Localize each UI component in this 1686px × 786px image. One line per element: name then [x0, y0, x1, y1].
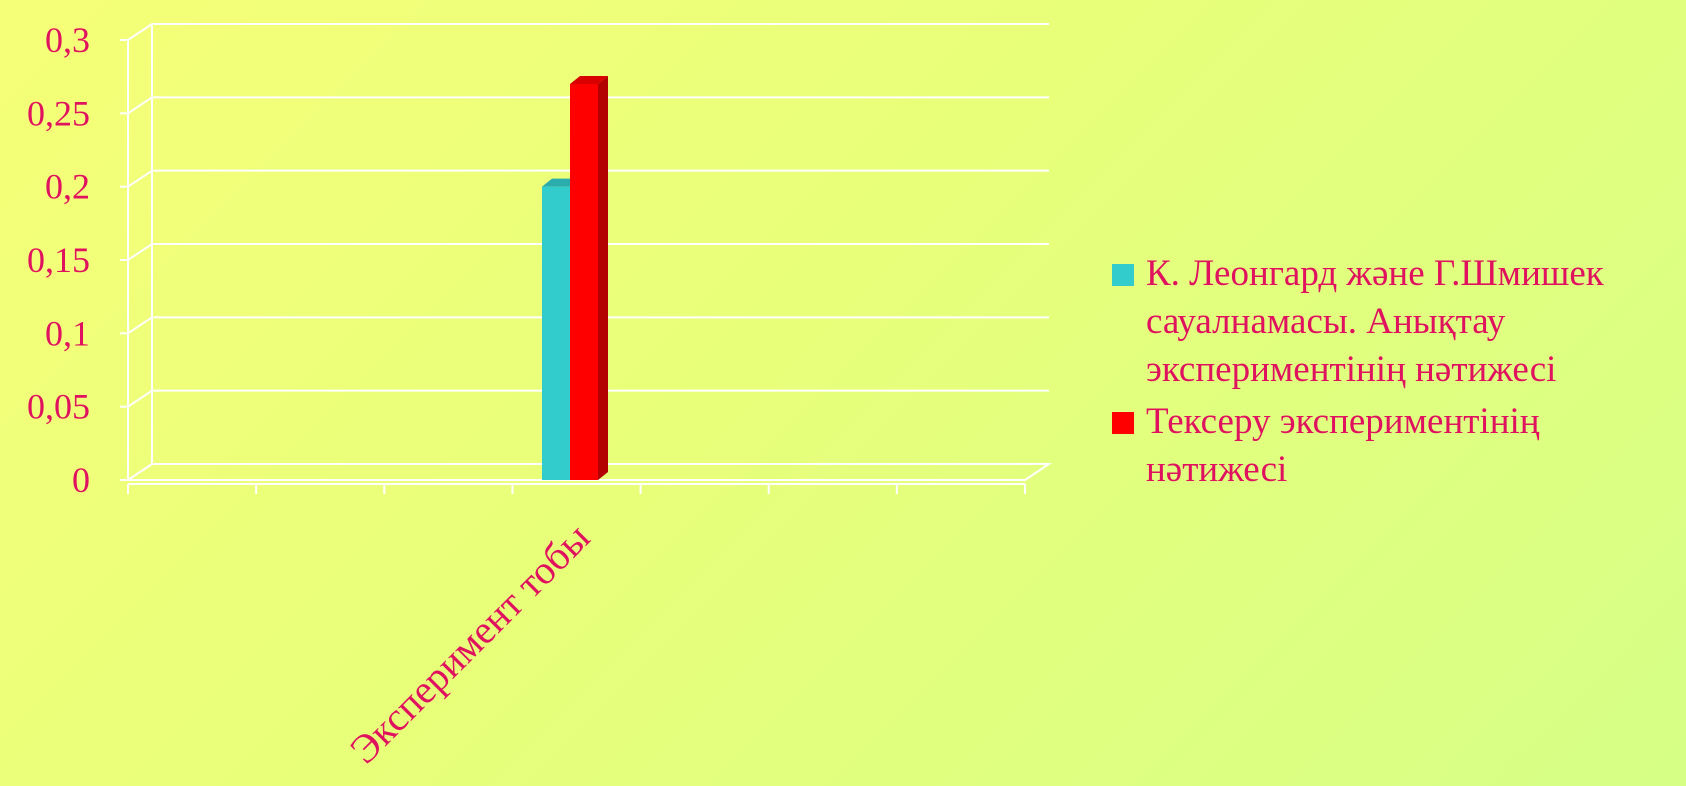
legend-item-series-2: Тексеру экспериментінің нәтижесі — [1112, 398, 1682, 494]
bar-series-2-side — [598, 76, 608, 480]
bar-series-1-front — [542, 186, 570, 480]
x-category-label: Эксперимент тобы — [341, 515, 599, 773]
y-tick-label: 0,1 — [45, 313, 90, 353]
gridline-side — [127, 169, 153, 188]
bar-series-2-front — [570, 84, 598, 480]
gridline-side — [127, 23, 153, 41]
gridline-side — [127, 389, 153, 408]
y-tick-label: 0,3 — [45, 20, 90, 60]
y-tick-label: 0,25 — [27, 93, 90, 133]
legend-label-series-1: К. Леонгард және Г.Шмишек сауалнамасы. А… — [1146, 253, 1604, 390]
bar-series-2-top — [570, 76, 608, 84]
chart-floor — [124, 463, 1053, 481]
legend-label-series-2: Тексеру экспериментінің нәтижесі — [1146, 401, 1540, 490]
chart-legend: К. Леонгард және Г.Шмишек сауалнамасы. А… — [1112, 250, 1682, 498]
legend-swatch-series-2 — [1112, 412, 1134, 434]
gridline-side — [127, 316, 153, 335]
legend-item-series-1: К. Леонгард және Г.Шмишек сауалнамасы. А… — [1112, 250, 1682, 394]
y-tick-label: 0,2 — [45, 167, 90, 207]
legend-swatch-series-1 — [1112, 264, 1134, 286]
y-tick-label: 0,05 — [27, 387, 90, 427]
y-tick-label: 0 — [72, 460, 90, 500]
y-tick-label: 0,15 — [27, 240, 90, 280]
gridline-side — [127, 243, 153, 261]
gridline-side — [127, 96, 153, 115]
